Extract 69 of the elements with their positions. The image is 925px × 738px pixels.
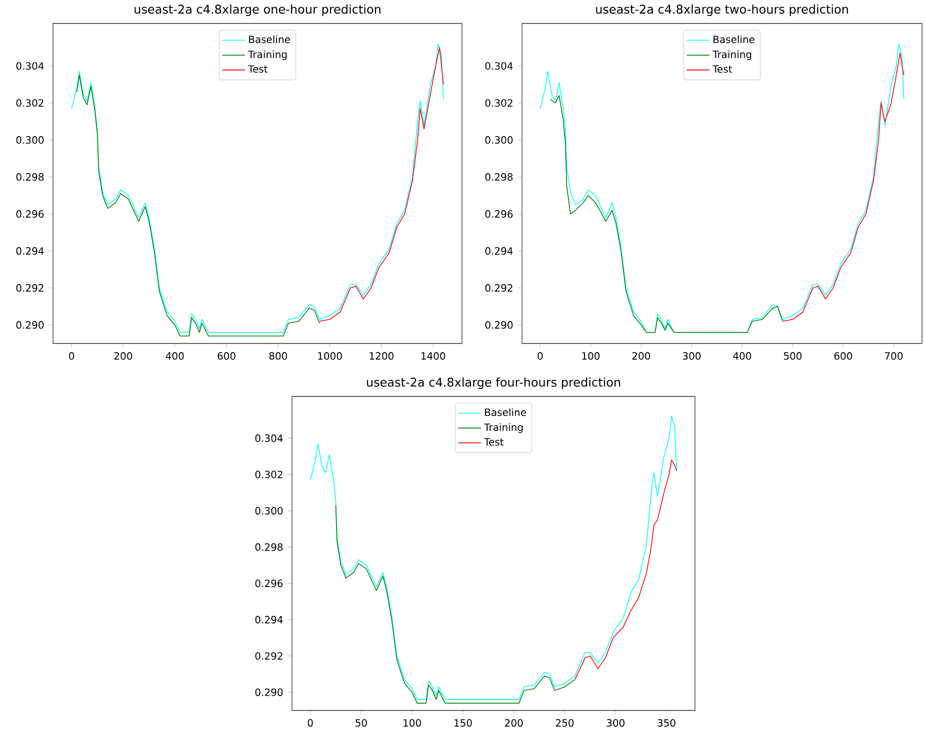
y-tick-label: 0.298	[485, 172, 513, 181]
y-tick-label: 0.296	[485, 210, 513, 218]
chart-title: useast-2a c4.8xlarge two-hours prediction	[596, 4, 848, 16]
chart-title: useast-2a c4.8xlarge four-hours prediction	[366, 377, 620, 389]
x-tick-label: 250	[556, 718, 574, 727]
y-tick-label: 0.294	[16, 246, 44, 255]
line-series	[71, 43, 444, 333]
x-tick-label: 200	[114, 352, 132, 360]
x-tick-label: 350	[658, 718, 676, 727]
x-tick-label: 1200	[370, 352, 394, 360]
x-tick-label: 1000	[318, 352, 342, 360]
legend-label: Training	[712, 50, 752, 60]
line-series	[319, 46, 444, 322]
line-series	[540, 43, 904, 333]
y-tick-label: 0.302	[255, 470, 282, 478]
x-tick-label: 50	[356, 718, 367, 727]
y-tick-label: 0.296	[16, 210, 44, 218]
x-tick-label: 600	[834, 352, 852, 360]
y-tick-label: 0.290	[255, 688, 283, 696]
chart-title: useast-2a c4.8xlarge one-hour prediction	[134, 4, 380, 16]
x-tick-label: 400	[733, 352, 752, 360]
x-tick-label: 200	[505, 718, 523, 727]
x-tick-label: 600	[218, 352, 236, 360]
x-tick-label: 300	[606, 718, 624, 727]
x-tick-label: 700	[884, 352, 903, 360]
y-tick-label: 0.300	[16, 136, 44, 144]
x-tick-label: 0	[69, 352, 74, 360]
y-tick-label: 0.304	[255, 434, 283, 442]
x-tick-label: 100	[582, 352, 600, 360]
y-tick-label: 0.292	[16, 284, 44, 292]
line-series	[310, 416, 678, 700]
y-tick-label: 0.296	[255, 579, 283, 587]
x-tick-label: 1400	[421, 352, 446, 360]
y-tick-label: 0.304	[485, 62, 513, 70]
y-tick-label: 0.298	[16, 172, 44, 181]
y-tick-label: 0.294	[255, 616, 283, 624]
line-series	[550, 94, 784, 333]
legend-label: Training	[248, 50, 287, 60]
y-tick-label: 0.292	[485, 284, 512, 292]
legend-label: Baseline	[249, 35, 290, 43]
y-tick-label: 0.290	[485, 320, 513, 329]
y-tick-label: 0.294	[485, 246, 513, 255]
y-tick-label: 0.302	[16, 98, 44, 107]
y-tick-label: 0.300	[485, 136, 513, 144]
y-tick-label: 0.300	[255, 506, 283, 514]
legend-label: Test	[248, 65, 268, 73]
x-tick-label: 100	[404, 718, 421, 727]
legend-label: Baseline	[714, 35, 754, 43]
x-tick-label: 0	[538, 352, 543, 360]
legend-label: Training	[484, 423, 523, 433]
line-series	[782, 52, 904, 322]
x-tick-label: 300	[682, 352, 701, 360]
legend-label: Test	[712, 65, 732, 73]
x-tick-label: 200	[632, 352, 650, 360]
legend-label: Test	[484, 438, 504, 446]
x-tick-label: 500	[784, 352, 802, 360]
y-tick-label: 0.304	[16, 62, 44, 70]
x-tick-label: 800	[269, 352, 288, 360]
line-series	[335, 504, 576, 704]
x-tick-label: 400	[166, 352, 184, 360]
line-series	[574, 459, 678, 680]
x-tick-label: 150	[454, 718, 472, 727]
line-series	[76, 74, 320, 336]
y-tick-label: 0.290	[16, 320, 44, 329]
y-tick-label: 0.298	[255, 543, 283, 551]
y-tick-label: 0.292	[255, 652, 282, 660]
legend-label: Baseline	[485, 408, 526, 416]
y-tick-label: 0.302	[485, 98, 512, 107]
x-tick-label: 0	[308, 718, 313, 727]
